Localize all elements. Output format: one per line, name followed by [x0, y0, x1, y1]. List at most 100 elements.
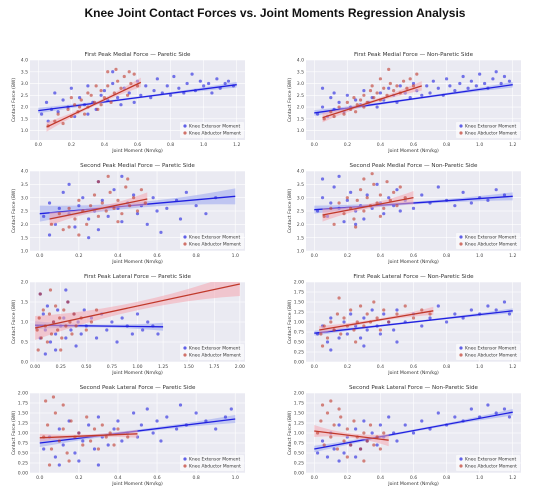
data-point — [378, 91, 383, 95]
data-point — [329, 201, 333, 205]
data-point — [365, 193, 369, 197]
data-point — [372, 443, 376, 447]
data-point — [110, 320, 114, 324]
data-point — [315, 451, 320, 455]
x-tick-label: 1.2 — [509, 142, 516, 148]
x-tick-label: 0.4 — [377, 253, 384, 259]
y-tick-label: 3.5 — [297, 69, 304, 75]
data-point — [139, 188, 144, 192]
y-tick-label: 2.5 — [21, 209, 28, 215]
data-point — [41, 312, 45, 316]
x-tick-label: 0.4 — [377, 475, 384, 481]
data-point — [36, 348, 40, 352]
x-tick-label: 1.0 — [476, 475, 483, 481]
data-point — [354, 455, 358, 459]
data-point — [127, 91, 131, 95]
data-point — [370, 431, 374, 435]
y-tick-label: 2.5 — [21, 93, 28, 99]
data-point — [431, 79, 435, 83]
data-point — [453, 88, 457, 93]
data-point — [51, 320, 56, 324]
y-axis-label: Contact Force (BW) — [11, 78, 17, 123]
data-point — [106, 84, 110, 88]
data-point — [89, 320, 94, 324]
y-tick-label: 1.0 — [297, 128, 304, 134]
data-point — [453, 415, 457, 419]
data-point — [448, 84, 452, 88]
data-point — [494, 411, 498, 415]
data-point — [354, 98, 358, 102]
data-point — [131, 196, 136, 200]
y-tick-label: 0.0 — [21, 360, 28, 366]
data-point — [74, 324, 78, 328]
data-point — [342, 112, 346, 116]
data-point — [388, 81, 392, 86]
data-point — [461, 316, 465, 320]
data-point — [116, 419, 120, 423]
legend-marker — [183, 242, 187, 246]
data-point — [385, 180, 389, 184]
y-tick-label: 2.00 — [294, 391, 304, 397]
data-point — [378, 332, 383, 336]
data-point — [66, 300, 70, 304]
data-point — [111, 81, 115, 86]
legend-marker — [459, 242, 463, 246]
data-point — [322, 324, 326, 328]
data-point — [96, 180, 101, 184]
y-tick-label: 1.00 — [294, 431, 304, 437]
data-point — [320, 196, 325, 200]
data-point — [57, 212, 61, 216]
data-point — [411, 206, 416, 210]
data-point — [104, 209, 108, 213]
data-point — [116, 198, 120, 202]
data-point — [145, 222, 149, 226]
data-point — [382, 312, 386, 316]
data-point — [109, 100, 113, 104]
data-point — [425, 84, 429, 88]
data-point — [70, 332, 74, 336]
data-point — [319, 332, 323, 336]
data-point — [469, 407, 473, 411]
data-point — [53, 332, 58, 336]
data-point — [329, 206, 333, 210]
data-point — [37, 316, 41, 320]
data-layer — [314, 67, 513, 123]
x-tick-label: 0.4 — [377, 142, 384, 148]
y-tick-label: 2.0 — [21, 222, 28, 228]
data-point — [45, 423, 50, 427]
data-point — [370, 172, 374, 176]
legend-label: Knee Extensor Moment — [189, 346, 240, 352]
y-tick-label: 1.5 — [297, 235, 304, 241]
data-point — [345, 332, 349, 336]
data-point — [398, 84, 402, 88]
data-point — [51, 395, 56, 399]
data-point — [69, 419, 73, 423]
data-point — [444, 77, 449, 81]
data-point — [494, 188, 498, 192]
x-tick-label: 1.75 — [209, 364, 219, 370]
regression-line — [46, 81, 142, 128]
legend-marker — [459, 131, 463, 135]
data-point — [128, 204, 132, 208]
x-tick-label: 0.0 — [36, 253, 43, 259]
data-layer — [39, 395, 236, 467]
data-point — [354, 225, 358, 229]
data-point — [502, 407, 507, 411]
x-tick-label: 0.2 — [344, 364, 351, 370]
data-point — [135, 84, 140, 88]
data-point — [223, 81, 227, 86]
x-tick-label: 1.25 — [158, 364, 168, 370]
data-point — [395, 340, 399, 344]
x-tick-label: 0.50 — [81, 364, 91, 370]
data-point — [53, 348, 58, 352]
data-point — [362, 105, 366, 109]
data-point — [370, 84, 374, 88]
data-point — [349, 443, 353, 447]
data-point — [362, 344, 366, 348]
data-point — [85, 415, 89, 419]
data-point — [106, 174, 110, 178]
data-point — [96, 228, 101, 232]
regression-line — [38, 84, 237, 112]
data-point — [77, 459, 81, 463]
data-point — [139, 423, 144, 427]
